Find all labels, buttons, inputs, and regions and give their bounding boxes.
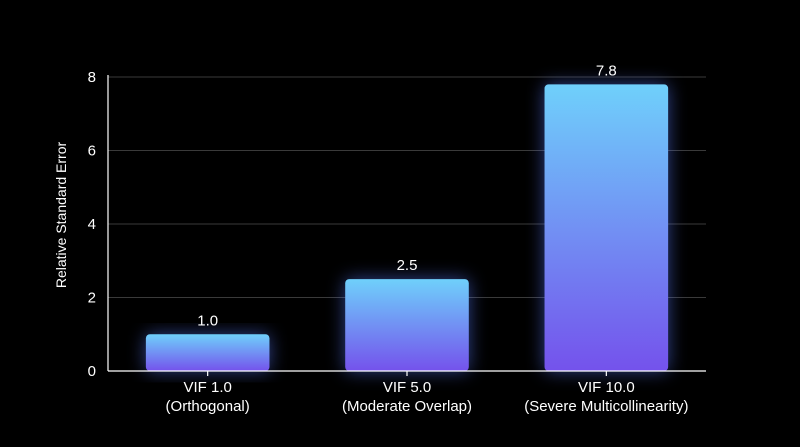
bars — [145, 84, 669, 371]
x-category-label: VIF 1.0 (Orthogonal) — [166, 379, 250, 415]
y-tick-label: 8 — [88, 69, 96, 86]
y-tick-label: 6 — [88, 143, 96, 160]
y-axis-title: Relative Standard Error — [53, 142, 69, 289]
bar-value-label: 1.0 — [197, 312, 218, 329]
labels: 0 2 4 6 8 1.0 VIF 1.0 (Orthogonal) 2.5 VIF 5.0 (Mo… — [88, 62, 689, 415]
bar-value-label: 2.5 — [397, 257, 418, 274]
bar — [345, 279, 469, 371]
x-category-label: VIF 10.0 (Severe Multicollinearity) — [524, 379, 688, 415]
y-tick-label: 0 — [88, 363, 96, 380]
bar — [145, 334, 270, 371]
y-tick-label: 4 — [88, 216, 96, 233]
x-category-label: VIF 5.0 (Moderate Overlap) — [342, 379, 472, 415]
bar — [544, 84, 669, 371]
bar-value-label: 7.8 — [596, 62, 617, 79]
axes — [107, 75, 706, 376]
y-tick-label: 2 — [88, 290, 96, 307]
